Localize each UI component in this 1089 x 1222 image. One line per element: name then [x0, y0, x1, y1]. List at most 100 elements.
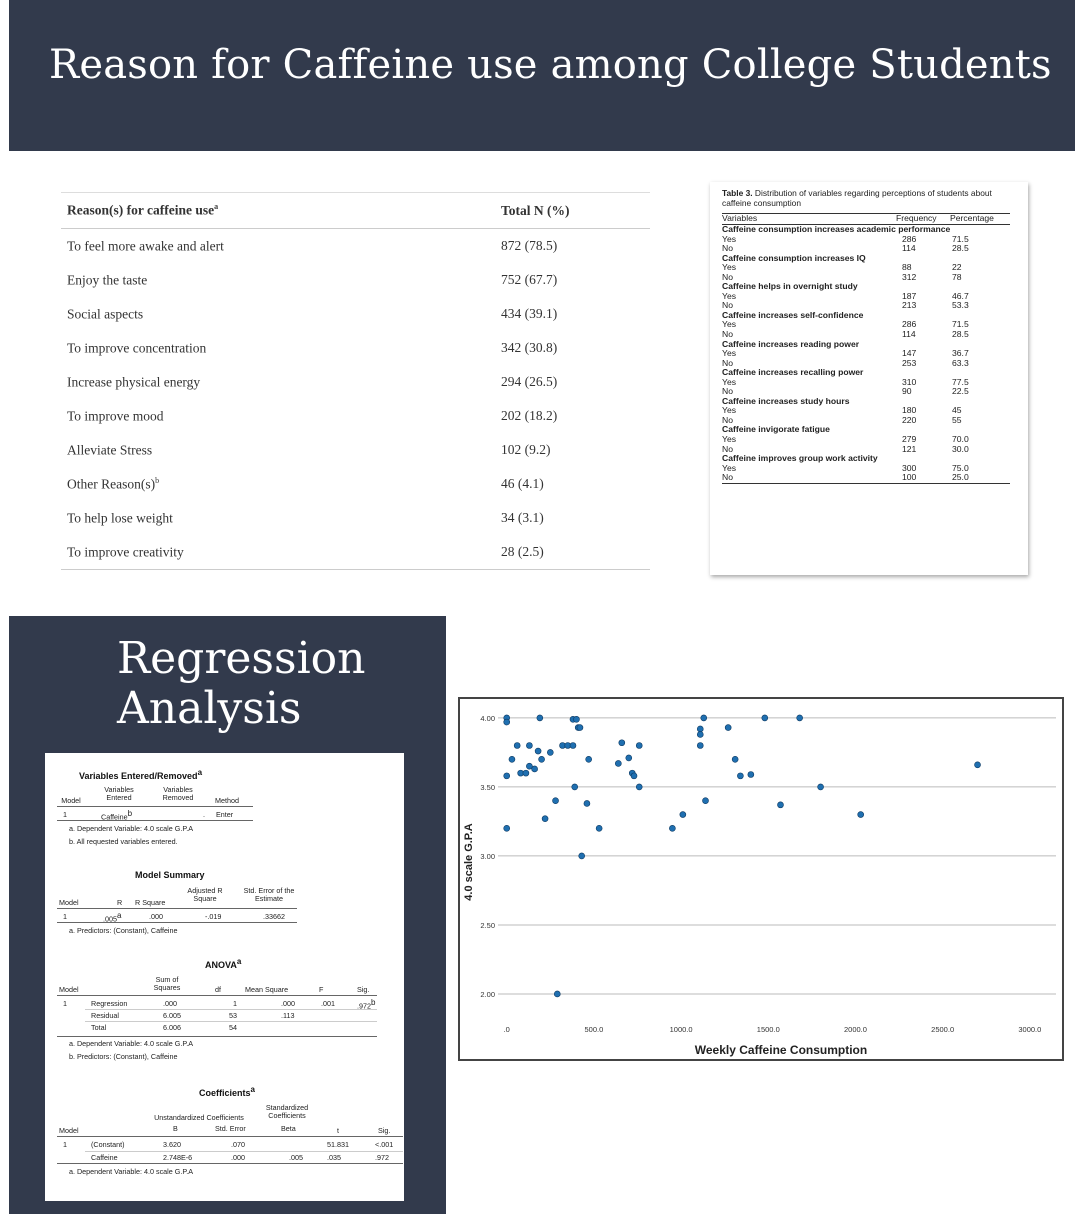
scatter-point: [531, 765, 538, 773]
anova-h-df: df: [215, 985, 221, 994]
scatter-point: [534, 747, 542, 755]
table3-row-label: No: [722, 329, 733, 340]
coef-row-sig: <.001: [375, 1140, 394, 1149]
coef-row-b: 2.748E-6: [163, 1153, 193, 1162]
scatter-point: [747, 771, 755, 778]
anova-h-ss: Sum of Squares: [153, 975, 181, 992]
reasons-col-reason: Reason(s) for caffeine usea: [61, 192, 495, 229]
ver-model: 1: [63, 810, 67, 819]
table3-row-frequency: 100: [902, 472, 917, 483]
table3-row: Yes 310 77.5: [722, 377, 1010, 388]
reason-label: To improve mood: [67, 408, 164, 424]
title-banner: Reason for Caffeine use among College St…: [9, 0, 1075, 151]
summary-se: .33662: [263, 912, 285, 921]
table3-row-frequency: 312: [902, 271, 917, 282]
table3-header-row: Variables Frequency Percentage: [722, 213, 1010, 225]
table3-row-frequency: 253: [902, 357, 917, 368]
anova-row-divider: [85, 1009, 377, 1010]
table3-section-title: Caffeine increases study hours: [722, 395, 850, 406]
ver-h-entered: Variables Entered: [104, 785, 134, 802]
ver-rule: [57, 806, 253, 807]
table3-row-frequency: 114: [902, 329, 916, 340]
summary-rule: [57, 908, 297, 909]
scatter-point: [553, 990, 561, 998]
anova-h-model: Model: [59, 985, 79, 994]
anova-title: ANOVAa: [205, 957, 242, 970]
ver-h-method: Method: [215, 796, 239, 805]
coef-note-a: a. Dependent Variable: 4.0 scale G.P.A: [69, 1167, 193, 1176]
summary-rsq: .000: [149, 912, 163, 921]
table3-section-title: Caffeine consumption increases IQ: [722, 252, 866, 263]
summary-title: Model Summary: [135, 870, 205, 880]
scatter-point: [508, 756, 516, 763]
x-tick-label: 3000.0: [1018, 1025, 1041, 1034]
scatter-point: [679, 811, 687, 818]
coef-h-unstd: Unstandardized Coefficients: [154, 1113, 244, 1122]
coef-h-se: Std. Error: [215, 1124, 246, 1133]
summary-h-model: Model: [59, 898, 79, 907]
summary-r: .005a: [103, 911, 122, 924]
table3-row-label: No: [722, 386, 733, 397]
table3-section-title: Caffeine increases recalling power: [722, 367, 864, 378]
y-tick-label: 2.50: [480, 921, 495, 930]
scatter-point: [503, 718, 511, 726]
coef-rule-bottom: [57, 1163, 403, 1164]
table3-row: No 213 53.3: [722, 301, 1010, 311]
scatter-point: [796, 714, 803, 722]
table3-row: No 312 78: [722, 271, 1010, 283]
ver-removed: .: [203, 810, 205, 819]
reason-total: 46 (4.1): [501, 476, 544, 491]
table3-row-label: No: [722, 243, 733, 254]
reason-row: To improve mood 202 (18.2): [61, 399, 650, 433]
coef-h-beta: Beta: [281, 1124, 296, 1133]
reason-label: Alleviate Stress: [67, 442, 153, 458]
table3-row: No 220 55: [722, 414, 1010, 426]
x-tick-label: 500.0: [585, 1025, 604, 1034]
reason-total: 752 (67.7): [501, 272, 558, 287]
scatter-point: [573, 715, 580, 723]
scatter-point: [547, 749, 554, 756]
reason-total: 434 (39.1): [501, 306, 558, 321]
scatter-point: [522, 769, 530, 777]
table3-section-title: Caffeine helps in overnight study: [722, 281, 858, 292]
table3-row: Yes 286 71.5: [722, 233, 1010, 245]
table3-row: Yes 279 70.0: [722, 434, 1010, 445]
table3-row-label: Yes: [722, 348, 737, 359]
ver-note-b: b. All requested variables entered.: [69, 837, 178, 846]
reason-row: To improve concentration 342 (30.8): [61, 331, 650, 365]
scatter-point: [526, 762, 533, 770]
summary-h-se: Std. Error of the Estimate: [243, 886, 295, 903]
reason-row: Increase physical energy 294 (26.5): [61, 365, 650, 399]
table3-row-frequency: 114: [902, 243, 916, 254]
table3-row-label: No: [722, 357, 733, 368]
table3-row-percentage: 71.5: [952, 233, 969, 244]
reason-row: Alleviate Stress 102 (9.2): [61, 433, 650, 467]
anova-h-ms: Mean Square: [245, 985, 289, 994]
table3-row-frequency: 220: [902, 414, 917, 425]
anova-row-sig: .972b: [357, 998, 376, 1011]
anova-row-ms: .000: [281, 999, 295, 1008]
reason-row: To improve creativity 28 (2.5): [61, 535, 650, 570]
scatter-point: [724, 724, 732, 731]
scatter-point: [513, 742, 521, 749]
table3-row-label: Yes: [722, 319, 737, 330]
summary-h-rsq: R Square: [135, 898, 166, 907]
table3-row-percentage: 45: [952, 405, 962, 416]
scatter-point: [503, 825, 511, 832]
ver-note-a: a. Dependent Variable: 4.0 scale G.P.A: [69, 824, 193, 833]
reason-row: Enjoy the taste 752 (67.7): [61, 263, 650, 297]
y-axis-label: 4.0 scale G.P.A: [463, 823, 475, 901]
scatter-point: [696, 742, 704, 749]
table3-row: Yes 88 22: [722, 262, 1010, 273]
table3-row: No 121 30.0: [722, 444, 1010, 455]
table3-row-percentage: 25.0: [952, 472, 969, 483]
table3-row-frequency: 300: [902, 462, 917, 473]
table3-row: No 253 63.3: [722, 357, 1010, 369]
coef-h-t: t: [337, 1126, 339, 1135]
table3-row-label: Yes: [722, 434, 737, 445]
table3-row-percentage: 75.0: [952, 462, 969, 473]
table3-row-label: Yes: [722, 290, 737, 301]
anova-h-f: F: [319, 985, 324, 994]
scatter-point: [669, 825, 676, 832]
table3-row-percentage: 22.5: [952, 386, 969, 397]
